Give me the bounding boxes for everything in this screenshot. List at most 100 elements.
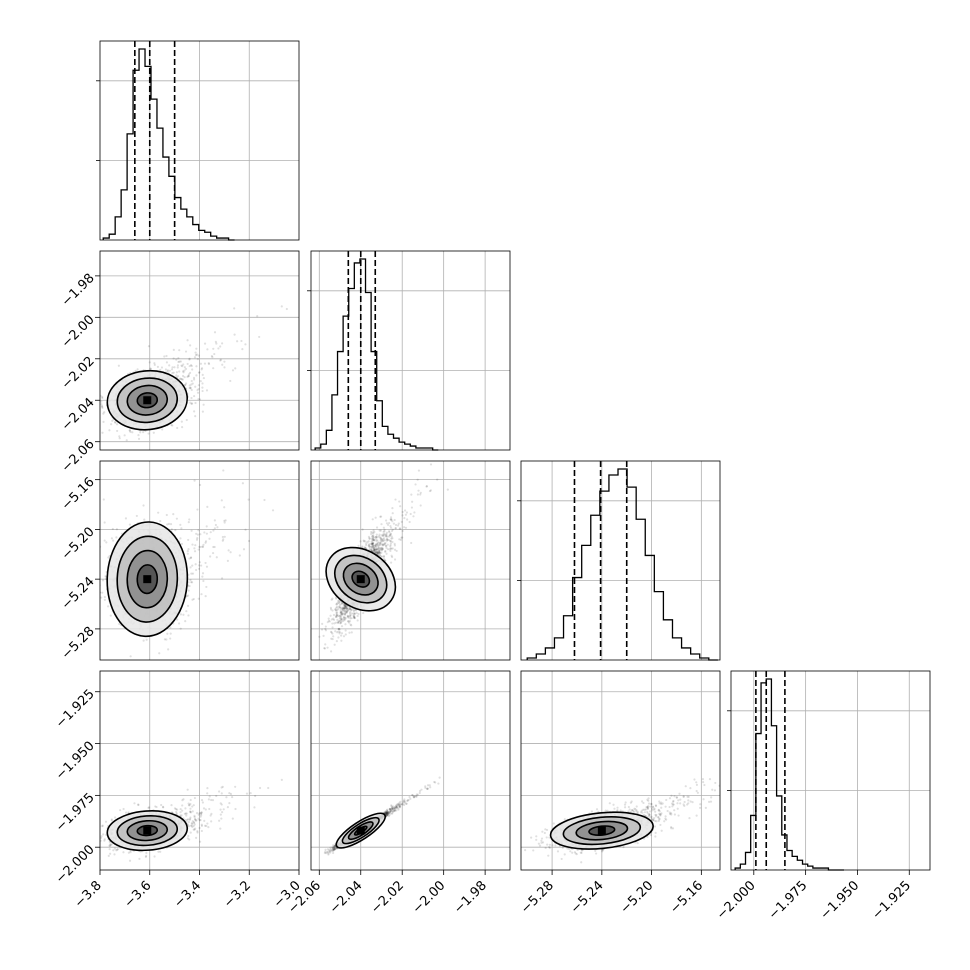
scatter-point (191, 598, 194, 601)
scatter-point (337, 621, 340, 625)
scatter-point (213, 545, 216, 549)
scatter-point (193, 547, 196, 550)
scatter-point (101, 591, 104, 594)
scatter-point (199, 533, 202, 536)
scatter-point (196, 537, 199, 540)
scatter-point (196, 508, 199, 511)
scatter-point (153, 363, 156, 366)
scatter-point (371, 537, 374, 540)
scatter-point (389, 526, 393, 529)
scatter-point (404, 526, 408, 529)
scatter-point (197, 597, 200, 600)
scatter-point (341, 608, 345, 611)
scatter-point (158, 652, 161, 655)
scatter-point (179, 627, 182, 630)
scatter-point (398, 538, 401, 541)
scatter-point (371, 542, 374, 545)
scatter-point (171, 366, 174, 369)
scatter-point (414, 483, 417, 486)
scatter-point (223, 521, 226, 524)
scatter-point (229, 551, 232, 554)
scatter-point (345, 607, 348, 610)
scatter-point (381, 538, 384, 542)
scatter-point (377, 549, 380, 552)
scatter-point (224, 519, 227, 522)
scatter-point (109, 614, 112, 617)
scatter-point (190, 388, 193, 392)
histogram-step (526, 468, 718, 661)
scatter-point (186, 594, 190, 597)
scatter-point (353, 616, 356, 619)
scatter-point (115, 528, 119, 531)
scatter-point (191, 564, 194, 567)
scatter-point (344, 605, 347, 609)
scatter-point (342, 607, 346, 610)
scatter-point (182, 613, 185, 616)
scatter-point (236, 340, 239, 343)
scatter-point (178, 370, 181, 373)
scatter-point (164, 368, 168, 371)
scatter-point (359, 540, 362, 543)
scatter-point (166, 369, 169, 372)
scatter-point (348, 607, 351, 610)
scatter-point (167, 648, 170, 651)
histogram-step (102, 48, 235, 241)
panel-frame (99, 250, 300, 451)
scatter-point (341, 609, 344, 612)
scatter-point (380, 555, 383, 558)
scatter-point (103, 411, 106, 414)
scatter-point (343, 607, 346, 610)
scatter-point (123, 434, 126, 437)
scatter-point (189, 344, 192, 347)
scatter-point (182, 371, 185, 374)
scatter-point (186, 362, 189, 366)
scatter-point (180, 378, 183, 381)
scatter-point (372, 549, 375, 552)
scatter-point (247, 539, 251, 543)
scatter-point (195, 374, 198, 377)
scatter-point (344, 616, 347, 619)
scatter-point (194, 544, 197, 547)
scatter-point (212, 367, 215, 370)
scatter-point (381, 548, 384, 551)
scatter-point (375, 542, 378, 545)
scatter-point (195, 353, 199, 356)
scatter-point (177, 375, 180, 378)
scatter-point (111, 419, 114, 422)
scatter-point (340, 639, 343, 642)
scatter-point (192, 376, 196, 379)
scatter-point (175, 358, 178, 361)
panel-frame (730, 670, 931, 871)
scatter-point (217, 347, 220, 350)
scatter-point (193, 394, 196, 398)
scatter-point (117, 364, 120, 367)
scatter-point (165, 354, 168, 358)
scatter-point (388, 533, 391, 537)
scatter-point (337, 636, 340, 639)
scatter-point (263, 498, 266, 502)
scatter-point (197, 564, 201, 567)
scatter-point (404, 513, 407, 516)
scatter-point (341, 620, 344, 623)
scatter-point (196, 391, 200, 394)
scatter-point (201, 545, 204, 548)
scatter-point (84, 599, 86, 601)
scatter-point (159, 519, 162, 523)
scatter-point (411, 500, 414, 503)
scatter-point (176, 618, 179, 621)
scatter-point (348, 631, 351, 634)
scatter-point (200, 564, 203, 567)
scatter-point (410, 506, 414, 509)
scatter-point (347, 616, 350, 619)
scatter-point (196, 533, 200, 536)
scatter-point (389, 544, 392, 547)
scatter-point (204, 541, 207, 544)
scatter-point (395, 549, 398, 553)
scatter-point (371, 531, 374, 534)
scatter-point (213, 527, 216, 530)
scatter-point (353, 616, 356, 620)
scatter-point (425, 485, 428, 488)
scatter-point (186, 604, 190, 607)
scatter-point (334, 621, 338, 624)
density-contours (106, 521, 189, 638)
